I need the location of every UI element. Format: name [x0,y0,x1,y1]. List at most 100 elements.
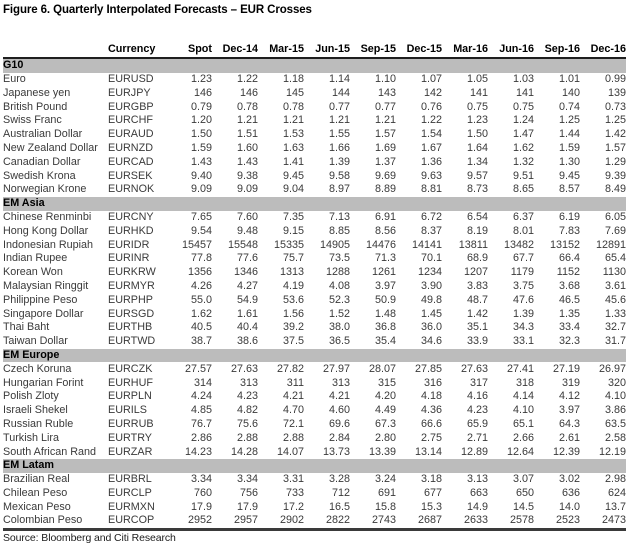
value-cell: 1130 [602,266,626,279]
value-cell: 1.10 [374,72,396,85]
value-cell: 677 [423,486,442,499]
column-header: Sep-16 [534,43,580,59]
value-cell: 77.6 [236,252,258,265]
value-cell: 8.56 [374,224,396,237]
value-cell: 1.66 [328,141,350,154]
currency-name-cell: Mexican Peso [3,500,71,513]
currency-name-cell: Indonesian Rupiah [3,238,94,251]
value-cell: 65.1 [512,417,534,430]
value-cell: 1.44 [558,128,580,141]
value-cell: 13.73 [322,445,350,458]
value-cell: 1.37 [374,155,396,168]
value-cell: 140 [561,86,580,99]
currency-code-cell: EURCHF [108,114,153,127]
currency-name-cell: Australian Dollar [3,128,83,141]
value-cell: 1.56 [282,307,304,320]
value-cell: 9.51 [512,169,534,182]
value-cell: 1152 [556,266,580,279]
column-header [3,43,108,59]
value-cell: 0.74 [558,100,580,113]
currency-name-cell: Russian Ruble [3,417,74,430]
value-cell: 3.97 [374,279,396,292]
value-cell: 4.08 [328,279,350,292]
value-cell: 2743 [371,514,396,527]
value-cell: 48.7 [466,293,488,306]
value-cell: 13811 [458,238,488,251]
value-cell: 1.54 [420,128,442,141]
value-cell: 67.7 [512,252,534,265]
table-row: Chilean Peso EURCLP 760 756 733 712 691 677 663 6… [3,487,626,501]
currency-name-cell: Swedish Krona [3,169,76,182]
value-cell: 0.77 [374,100,396,113]
currency-name-cell: Japanese yen [3,86,71,99]
currency-code-cell: EURUSD [108,72,154,85]
value-cell: 14905 [319,238,350,251]
value-cell: 9.54 [190,224,212,237]
value-cell: 4.10 [604,390,626,403]
value-cell: 313 [239,376,258,389]
value-cell: 3.61 [604,279,626,292]
value-cell: 145 [285,86,304,99]
table-row: Hungarian Forint EURHUF 314 313 311 313 315 316… [3,376,626,390]
value-cell: 17.2 [282,500,304,513]
value-cell: 2.61 [558,431,580,444]
value-cell: 313 [331,376,350,389]
value-cell: 9.58 [328,169,350,182]
value-cell: 71.3 [374,252,396,265]
value-cell: 4.24 [190,390,212,403]
value-cell: 4.19 [282,279,304,292]
value-cell: 319 [561,376,580,389]
value-cell: 1261 [371,266,396,279]
value-cell: 4.49 [374,404,396,417]
value-cell: 15548 [227,238,258,251]
currency-code-cell: EURZAR [108,445,153,458]
value-cell: 2.71 [466,431,488,444]
table-row: Swedish Krona EURSEK 9.40 9.38 9.45 9.58 9.69 9… [3,169,626,183]
value-cell: 1.47 [512,128,534,141]
currency-name-cell: Indian Rupee [3,252,68,265]
currency-code-cell: EURBRL [108,473,152,486]
table-row: Taiwan Dollar EURTWD 38.7 38.6 37.5 36.5 35.4 3… [3,335,626,349]
value-cell: 26.97 [598,362,626,375]
currency-name-cell: Thai Baht [3,321,50,334]
value-cell: 1.21 [374,114,396,127]
value-cell: 0.76 [420,100,442,113]
value-cell: 7.65 [190,210,212,223]
value-cell: 320 [607,376,626,389]
table-row: Russian Ruble EURRUB 76.7 75.6 72.1 69.6 67.3 6… [3,418,626,432]
value-cell: 3.34 [190,473,212,486]
value-cell: 27.57 [184,362,212,375]
value-cell: 3.90 [420,279,442,292]
value-cell: 1.42 [466,307,488,320]
currency-name-cell: Chilean Peso [3,486,68,499]
value-cell: 139 [607,86,626,99]
column-header: Dec-16 [580,43,626,59]
value-cell: 7.35 [282,210,304,223]
value-cell: 1.55 [328,128,350,141]
value-cell: 55.0 [190,293,212,306]
value-cell: 8.81 [420,183,442,196]
value-cell: 31.7 [604,335,626,348]
value-cell: 70.1 [420,252,442,265]
value-cell: 1.34 [466,155,488,168]
value-cell: 3.75 [512,279,534,292]
currency-code-cell: EURHKD [108,224,154,237]
value-cell: 40.5 [190,321,212,334]
value-cell: 15457 [181,238,212,251]
value-cell: 45.6 [604,293,626,306]
currency-name-cell: Czech Koruna [3,362,72,375]
value-cell: 141 [469,86,488,99]
value-cell: 14.0 [558,500,580,513]
value-cell: 33.1 [512,335,534,348]
value-cell: 317 [469,376,488,389]
value-cell: 4.10 [512,404,534,417]
table-row: Czech Koruna EURCZK 27.57 27.63 27.82 27.97 28… [3,362,626,376]
value-cell: 28.07 [368,362,396,375]
value-cell: 3.02 [558,473,580,486]
table-row: Philippine Peso EURPHP 55.0 54.9 53.6 52.3 50.… [3,293,626,307]
section-label: G10 [3,57,626,73]
table-row: Singapore Dollar EURSGD 1.62 1.61 1.56 1.52 1.… [3,307,626,321]
column-header: Jun-15 [304,43,350,59]
value-cell: 1.62 [512,141,534,154]
value-cell: 38.0 [328,321,350,334]
